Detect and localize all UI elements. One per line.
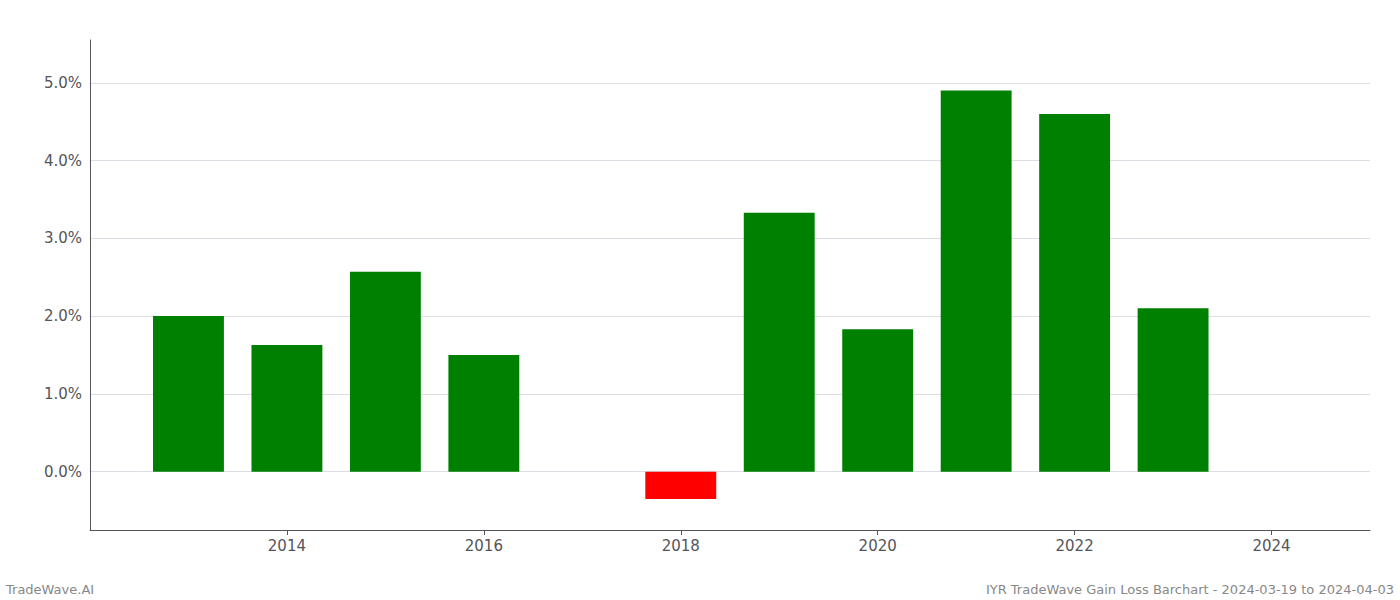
svg-text:5.0%: 5.0% — [44, 74, 82, 92]
svg-text:2024: 2024 — [1252, 537, 1290, 555]
svg-text:IYR TradeWave Gain Loss Barcha: IYR TradeWave Gain Loss Barchart - 2024-… — [986, 582, 1394, 597]
svg-text:2016: 2016 — [465, 537, 503, 555]
svg-text:4.0%: 4.0% — [44, 152, 82, 170]
svg-text:1.0%: 1.0% — [44, 385, 82, 403]
svg-text:2018: 2018 — [662, 537, 700, 555]
svg-text:TradeWave.AI: TradeWave.AI — [5, 582, 94, 597]
svg-text:2022: 2022 — [1056, 537, 1094, 555]
svg-text:2020: 2020 — [859, 537, 897, 555]
svg-text:0.0%: 0.0% — [44, 463, 82, 481]
svg-text:2014: 2014 — [268, 537, 306, 555]
svg-text:3.0%: 3.0% — [44, 229, 82, 247]
svg-text:2.0%: 2.0% — [44, 307, 82, 325]
